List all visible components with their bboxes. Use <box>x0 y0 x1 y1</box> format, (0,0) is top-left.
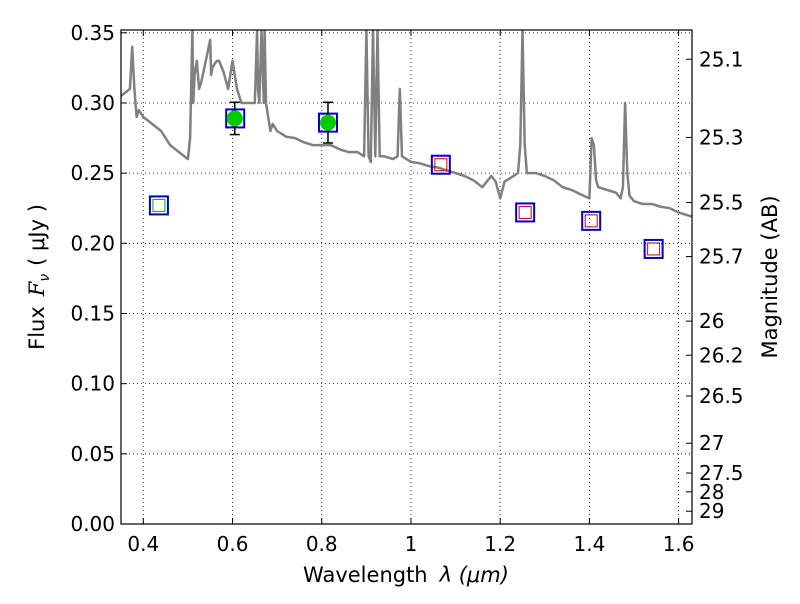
model-square-outer <box>581 210 602 231</box>
y2-tick-label: 29 <box>699 499 724 523</box>
y2-tick-label: 26 <box>699 309 724 333</box>
y2-tick-label: 25.5 <box>699 190 744 214</box>
y-axis-title-math: F <box>25 280 49 297</box>
model-square-inner <box>518 205 532 219</box>
y-axis-title-sub: ν <box>37 274 53 282</box>
x-axis-title-text: Wavelength <box>303 563 428 587</box>
observed-point <box>226 101 243 136</box>
x-tick-label: 0.8 <box>306 532 338 556</box>
model-square-inner <box>584 214 598 228</box>
x-axis-title-math: λ (μm) <box>439 563 509 587</box>
observed-marker <box>319 114 336 131</box>
x-tick-label: 1.6 <box>663 532 695 556</box>
model-square-inner <box>152 198 166 212</box>
x-tick-label: 1 <box>405 532 418 556</box>
y-tick-label: 0.30 <box>70 91 115 115</box>
x-axis-title: Wavelength λ (μm) <box>303 563 509 587</box>
tick-labels: 0.4 0.6 0.8 1 1.2 1.4 1.6 0.00 0.05 0.10 0.15 0.20 0… <box>70 21 743 556</box>
marker-layer <box>148 101 664 259</box>
y2-tick-label: 27.5 <box>699 461 744 485</box>
plot-frame <box>120 29 693 525</box>
grid-lines <box>121 30 692 525</box>
y2-tick-label: 28 <box>699 480 724 504</box>
observed-point <box>319 101 336 144</box>
y2-axis-title: Magnitude (AB) <box>758 195 782 358</box>
y-tick-label: 0.15 <box>70 301 115 325</box>
y-tick-label: 0.25 <box>70 161 115 185</box>
x-tick-label: 0.4 <box>127 532 159 556</box>
y2-tick-label: 25.7 <box>699 245 744 269</box>
model-point <box>430 154 451 175</box>
x-tick-label: 1.4 <box>573 532 605 556</box>
model-square-inner <box>647 242 661 256</box>
y-axis-title-unit: ( μJy ) <box>25 204 49 266</box>
observed-marker <box>226 110 243 127</box>
model-square-outer <box>148 195 169 216</box>
y-tick-label: 0.20 <box>70 231 115 255</box>
x-tick-label: 1.2 <box>484 532 516 556</box>
spectrum-line <box>121 30 692 218</box>
y2-tick-label: 26.2 <box>699 343 744 367</box>
y-tick-label: 0.00 <box>70 512 115 536</box>
tick-marks <box>121 30 692 525</box>
y2-tick-label: 25.3 <box>699 125 744 149</box>
x-tick-label: 0.6 <box>217 532 249 556</box>
y2-tick-label: 26.5 <box>699 384 744 408</box>
y-tick-label: 0.05 <box>70 442 115 466</box>
model-point <box>515 202 536 223</box>
model-point <box>148 195 169 216</box>
y-axis-title: Flux Fν ( μJy ) <box>25 204 53 350</box>
y2-tick-label: 25.1 <box>699 47 744 71</box>
model-point <box>643 238 664 259</box>
y-tick-label: 0.35 <box>70 21 115 45</box>
y-tick-label: 0.10 <box>70 372 115 396</box>
model-point <box>581 210 602 231</box>
model-square-inner <box>434 158 448 172</box>
model-square-outer <box>430 154 451 175</box>
spectrum-layer <box>121 30 692 218</box>
y-axis-title-text: Flux <box>25 306 49 350</box>
model-square-outer <box>515 202 536 223</box>
model-square-outer <box>643 238 664 259</box>
y2-tick-label: 27 <box>699 431 724 455</box>
